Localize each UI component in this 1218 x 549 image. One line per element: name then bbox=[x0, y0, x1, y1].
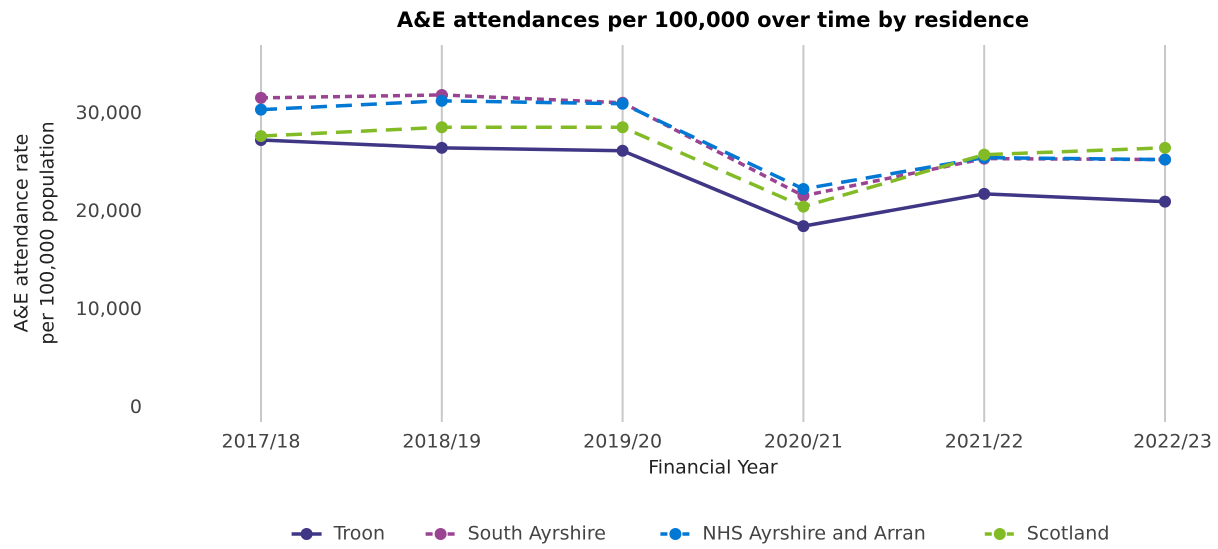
data-point bbox=[978, 187, 991, 200]
data-point bbox=[1159, 153, 1171, 166]
y-tick-label: 0 bbox=[130, 396, 142, 418]
x-tick-label: 2021/22 bbox=[945, 431, 1024, 453]
data-point bbox=[435, 141, 448, 154]
x-tick-label: 2020/21 bbox=[764, 431, 843, 453]
legend-marker bbox=[434, 528, 447, 540]
y-axis-label: per 100,000 population bbox=[37, 121, 59, 344]
legend-marker bbox=[669, 528, 682, 540]
y-tick-label: 30,000 bbox=[76, 102, 142, 124]
legend-label: NHS Ayrshire and Arran bbox=[702, 523, 925, 545]
series-line bbox=[260, 138, 1166, 228]
x-tick-label: 2018/19 bbox=[402, 431, 481, 453]
data-point bbox=[797, 182, 810, 195]
data-point bbox=[797, 200, 810, 213]
data-point bbox=[616, 144, 629, 157]
legend-marker bbox=[993, 528, 1006, 540]
legend-marker bbox=[300, 528, 313, 540]
data-point bbox=[1159, 141, 1171, 154]
legend-label: South Ayrshire bbox=[468, 523, 606, 545]
data-point bbox=[978, 148, 991, 161]
data-point bbox=[1159, 195, 1171, 208]
x-axis-label: Financial Year bbox=[648, 457, 778, 479]
series-line bbox=[260, 125, 1166, 209]
data-point bbox=[616, 97, 629, 110]
data-point bbox=[255, 91, 267, 104]
data-point bbox=[435, 94, 448, 107]
legend-label: Troon bbox=[333, 523, 386, 545]
legend-label: Scotland bbox=[1027, 523, 1110, 545]
series-line bbox=[260, 93, 1166, 198]
x-tick-label: 2019/20 bbox=[583, 431, 662, 453]
chart-title: A&E attendances per 100,000 over time by… bbox=[397, 8, 1029, 32]
series-line bbox=[260, 99, 1166, 191]
data-point bbox=[435, 121, 448, 134]
y-axis-label: A&E attendance rate bbox=[11, 134, 33, 333]
y-tick-label: 20,000 bbox=[76, 200, 142, 222]
data-point bbox=[255, 130, 267, 143]
x-tick-label: 2017/18 bbox=[222, 431, 301, 453]
data-point bbox=[797, 220, 810, 233]
y-tick-label: 10,000 bbox=[76, 298, 142, 320]
x-tick-label: 2022/23 bbox=[1133, 431, 1212, 453]
data-point bbox=[616, 121, 629, 134]
data-point bbox=[255, 103, 267, 116]
